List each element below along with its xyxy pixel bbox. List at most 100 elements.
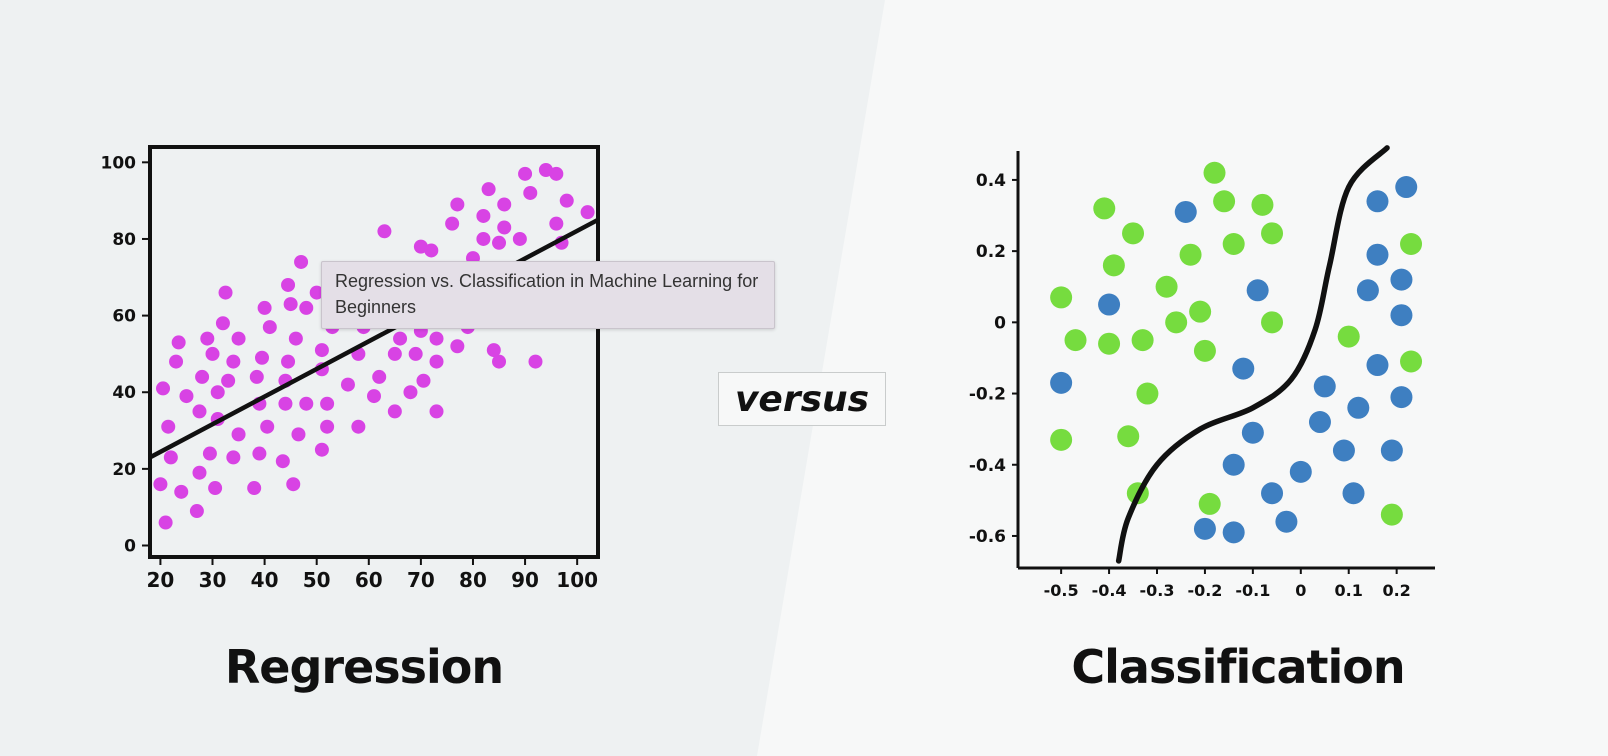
classification-x-ticks: -0.5 -0.4 -0.3 -0.2 -0.1 0 0.1 0.2 — [1044, 568, 1411, 600]
class-0-point-13 — [1179, 243, 1202, 266]
classification-chart: -0.5 -0.4 -0.3 -0.2 -0.1 0 0.1 0.2 0.40.20-0.2-… — [969, 145, 1435, 600]
regression-point-59 — [372, 369, 387, 384]
class-0-point-1 — [1064, 329, 1087, 352]
regression-x-tick-label: 20 — [146, 568, 174, 592]
classification-x-tick-label: -0.5 — [1044, 581, 1079, 600]
regression-point-37 — [281, 277, 296, 292]
class-1-point-3 — [1193, 517, 1216, 540]
regression-x-ticks: 20 30 40 50 60 70 80 90 100 — [146, 557, 598, 592]
class-1-point-0 — [1050, 371, 1073, 394]
regression-point-84 — [486, 343, 501, 358]
class-0-point-19 — [1222, 233, 1245, 256]
class-1-point-19 — [1366, 243, 1389, 266]
regression-caption: Regression — [224, 640, 504, 694]
regression-chart: 20 30 40 50 60 70 80 90 100 0 20 40 60 80 100 — [101, 145, 600, 592]
regression-point-42 — [291, 427, 306, 442]
regression-point-47 — [314, 442, 329, 457]
regression-point-33 — [262, 320, 277, 335]
regression-point-22 — [226, 354, 241, 369]
versus-label: versus — [718, 372, 886, 426]
regression-point-100 — [559, 193, 574, 208]
regression-x-tick-label: 40 — [251, 568, 279, 592]
class-1-point-4 — [1222, 521, 1245, 544]
regression-point-10 — [192, 465, 207, 480]
regression-point-4 — [163, 450, 178, 465]
regression-point-31 — [257, 300, 272, 315]
class-0-point-17 — [1203, 161, 1226, 184]
classification-points — [1050, 161, 1423, 544]
regression-point-15 — [205, 346, 220, 361]
regression-point-94 — [528, 354, 543, 369]
regression-point-77 — [450, 197, 465, 212]
regression-point-53 — [340, 377, 355, 392]
class-0-point-21 — [1261, 222, 1284, 245]
class-1-point-24 — [1390, 386, 1413, 409]
regression-point-7 — [174, 484, 189, 499]
regression-point-6 — [171, 335, 186, 350]
regression-point-49 — [314, 343, 329, 358]
regression-point-29 — [252, 446, 267, 461]
class-0-point-12 — [1165, 311, 1188, 334]
class-1-point-1 — [1098, 293, 1121, 316]
class-1-point-9 — [1261, 482, 1284, 505]
regression-point-16 — [208, 481, 223, 496]
regression-x-tick-label: 60 — [355, 568, 383, 592]
class-1-point-22 — [1390, 268, 1413, 291]
class-0-point-5 — [1102, 254, 1125, 277]
regression-point-50 — [320, 419, 335, 434]
class-1-point-6 — [1232, 357, 1255, 380]
class-1-point-5 — [1222, 453, 1245, 476]
regression-point-39 — [283, 297, 298, 312]
class-0-point-15 — [1193, 339, 1216, 362]
regression-point-24 — [231, 427, 246, 442]
class-1-point-2 — [1174, 200, 1197, 223]
regression-point-61 — [387, 404, 402, 419]
classification-x-tick-label: -0.4 — [1092, 581, 1127, 600]
regression-y-tick-label: 100 — [101, 153, 137, 173]
regression-point-66 — [408, 346, 423, 361]
regression-point-17 — [210, 385, 225, 400]
class-0-point-2 — [1050, 428, 1073, 451]
regression-point-60 — [377, 224, 392, 239]
class-1-point-7 — [1241, 421, 1264, 444]
regression-point-54 — [351, 419, 366, 434]
class-1-point-18 — [1366, 190, 1389, 213]
class-0-point-8 — [1122, 222, 1145, 245]
class-0-point-10 — [1136, 382, 1159, 405]
regression-point-20 — [218, 285, 233, 300]
regression-x-tick-label: 80 — [459, 568, 487, 592]
regression-x-tick-label: 100 — [556, 568, 598, 592]
regression-point-3 — [161, 419, 176, 434]
regression-x-tick-label: 90 — [511, 568, 539, 592]
class-1-point-20 — [1366, 354, 1389, 377]
regression-y-ticks: 0 20 40 60 80 100 — [101, 153, 150, 557]
class-0-point-14 — [1189, 300, 1212, 323]
regression-point-13 — [200, 331, 215, 346]
classification-x-tick-label: -0.1 — [1235, 581, 1270, 600]
regression-point-43 — [294, 254, 309, 269]
class-0-point-3 — [1093, 197, 1116, 220]
regression-point-91 — [512, 231, 527, 246]
regression-point-72 — [429, 331, 444, 346]
regression-point-26 — [247, 481, 262, 496]
regression-point-85 — [492, 354, 507, 369]
regression-point-23 — [226, 450, 241, 465]
class-0-point-23 — [1337, 325, 1360, 348]
class-0-point-26 — [1380, 503, 1403, 526]
regression-point-87 — [492, 235, 507, 250]
regression-point-45 — [299, 300, 314, 315]
regression-plot-frame — [148, 145, 600, 559]
class-1-point-8 — [1246, 279, 1269, 302]
regression-point-38 — [281, 354, 296, 369]
regression-y-tick-label: 0 — [124, 537, 136, 557]
regression-point-58 — [367, 389, 381, 404]
regression-point-46 — [309, 285, 324, 300]
class-0-point-16 — [1198, 492, 1221, 515]
regression-point-63 — [393, 331, 408, 346]
classification-x-tick-label: -0.3 — [1140, 581, 1175, 600]
class-0-point-4 — [1098, 332, 1121, 355]
class-0-point-25 — [1400, 350, 1423, 373]
class-0-point-0 — [1050, 286, 1073, 309]
class-0-point-22 — [1261, 311, 1284, 334]
